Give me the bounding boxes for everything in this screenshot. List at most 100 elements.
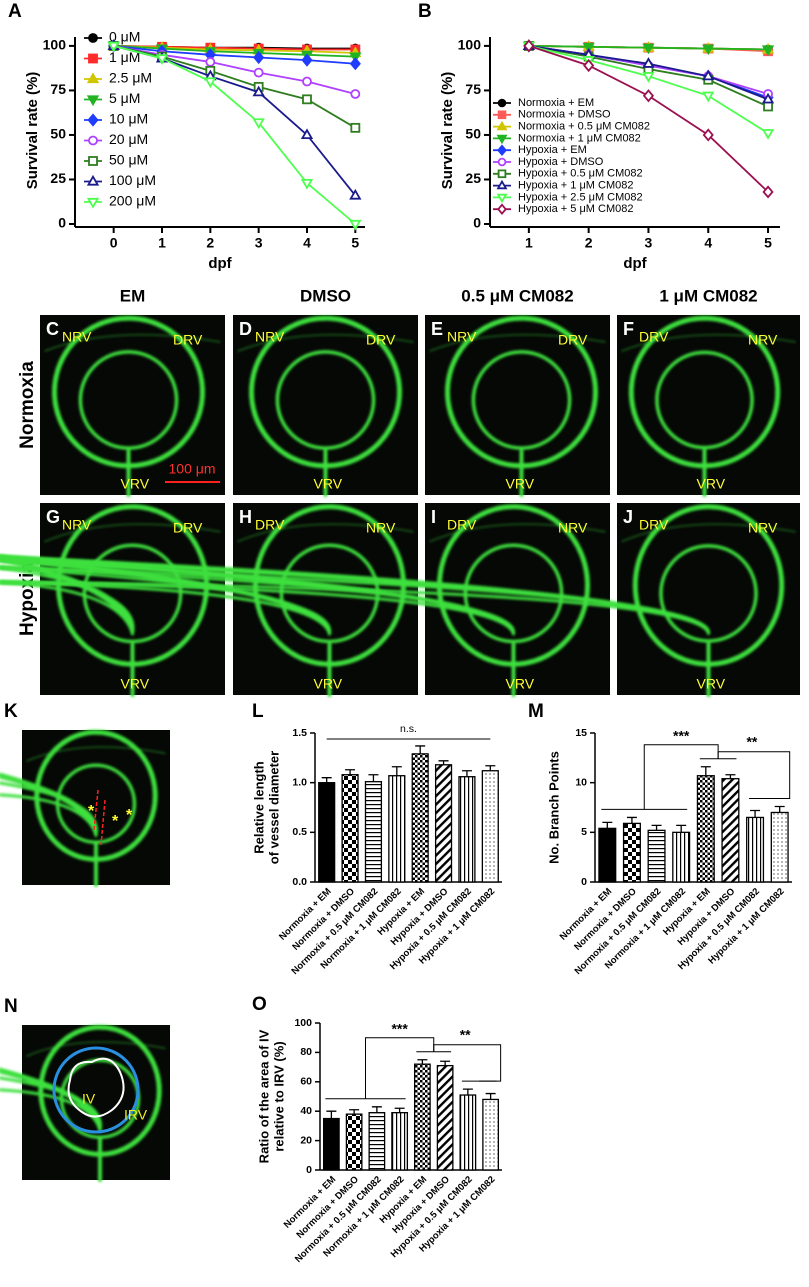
y-axis-label: of vessel diameter <box>266 751 281 864</box>
vessel-label: VRV <box>697 476 726 492</box>
y-tick-label: 60 <box>300 1076 312 1088</box>
marker <box>642 72 655 83</box>
y-tick-label: 20 <box>300 1134 312 1146</box>
y-tick-label: 100 <box>458 37 482 53</box>
marker <box>252 85 265 97</box>
marker <box>496 134 508 145</box>
legend-label: 5 μM <box>109 90 140 106</box>
column-header: 1 μM CM082 <box>659 286 757 305</box>
x-tick-label: 2 <box>206 235 214 251</box>
y-tick-label: 80 <box>300 1046 312 1058</box>
vessel-label: DRV <box>173 332 203 348</box>
marker <box>204 77 217 89</box>
legend-label: Hypoxia + DMSO <box>518 156 604 168</box>
marker <box>642 43 655 55</box>
error-bar <box>485 765 496 771</box>
error-bar <box>440 1060 451 1066</box>
legend-label: Hypoxia + EM <box>518 144 587 156</box>
bar <box>598 827 617 883</box>
y-tick-label: 100 <box>43 37 67 53</box>
marker <box>349 219 362 231</box>
bar <box>672 831 691 883</box>
vessel <box>0 566 135 636</box>
bar <box>770 811 789 883</box>
marker <box>350 122 361 133</box>
panel-letter: J <box>623 507 633 527</box>
marker <box>302 94 312 105</box>
vessel <box>655 350 754 450</box>
marker <box>497 98 507 108</box>
vessel-label: DRV <box>366 332 396 348</box>
star-mark: * <box>88 803 95 820</box>
error-bar <box>368 774 379 782</box>
panel-letter: N <box>4 996 18 1017</box>
vessel <box>471 350 572 450</box>
marker <box>763 101 773 112</box>
bar <box>368 1112 386 1171</box>
bar <box>696 775 715 883</box>
error-bar <box>485 1092 496 1100</box>
vessel-label: NRV <box>558 520 588 536</box>
annotation: *** <box>391 1020 408 1036</box>
marker <box>205 57 216 67</box>
marker <box>86 95 100 107</box>
bar <box>388 775 406 883</box>
marker <box>86 72 100 84</box>
y-tick-label: 0.0 <box>292 876 307 888</box>
marker <box>301 53 313 67</box>
y-tick-label: 50 <box>465 126 481 142</box>
vessel-label: DRV <box>639 517 669 533</box>
error-bar <box>321 777 332 783</box>
y-tick-label: 40 <box>300 1105 312 1117</box>
vessel-label: DRV <box>447 517 477 533</box>
error-bar <box>626 816 637 824</box>
vessel-label: NRV <box>62 517 92 533</box>
legend-label: 0 μM <box>109 29 140 45</box>
y-tick-label: 1.5 <box>292 727 307 739</box>
error-bar <box>462 1088 473 1096</box>
bar <box>318 782 336 883</box>
vessel-label: NRV <box>366 520 396 536</box>
error-bar <box>345 769 356 775</box>
marker <box>252 118 265 130</box>
series-line <box>113 45 356 129</box>
y-tick-label: 75 <box>50 81 66 97</box>
vessel <box>44 334 221 352</box>
significance-bracket <box>433 1044 502 1082</box>
vessel <box>659 544 758 643</box>
y-tick-label: 0 <box>58 215 66 231</box>
vessel <box>237 334 414 352</box>
legend-label: 20 μM <box>109 131 148 147</box>
bar <box>746 816 765 883</box>
marker <box>761 45 775 57</box>
vessel-label: DRV <box>558 332 588 348</box>
bar <box>345 1113 363 1171</box>
y-axis-label: Survival rate (%) <box>24 72 41 190</box>
marker <box>702 91 715 103</box>
x-tick-label: 1 <box>525 235 533 251</box>
legend-label: 2.5 μM <box>109 70 152 86</box>
error-bar <box>725 774 736 779</box>
panel-letter: K <box>4 701 18 722</box>
y-tick-label: 10 <box>575 776 587 788</box>
vessel <box>44 523 221 543</box>
legend-label: 50 μM <box>109 152 148 168</box>
panel-letter: C <box>46 319 59 339</box>
vessel <box>0 1088 102 1132</box>
y-tick-label: 25 <box>50 170 66 186</box>
marker <box>762 185 774 199</box>
bar <box>647 829 666 883</box>
annotation: ** <box>746 733 757 749</box>
annotation: n.s. <box>400 723 417 735</box>
bar <box>434 764 453 883</box>
marker <box>761 92 775 104</box>
marker <box>642 57 655 68</box>
y-tick-label: 50 <box>50 126 66 142</box>
x-tick-label: 4 <box>704 235 712 251</box>
panel-letter: G <box>46 507 60 527</box>
vessel-label: NRV <box>62 329 92 345</box>
marker <box>86 174 100 186</box>
error-bar <box>438 760 449 765</box>
y-tick-label: 15 <box>575 727 587 739</box>
marker <box>349 188 362 200</box>
